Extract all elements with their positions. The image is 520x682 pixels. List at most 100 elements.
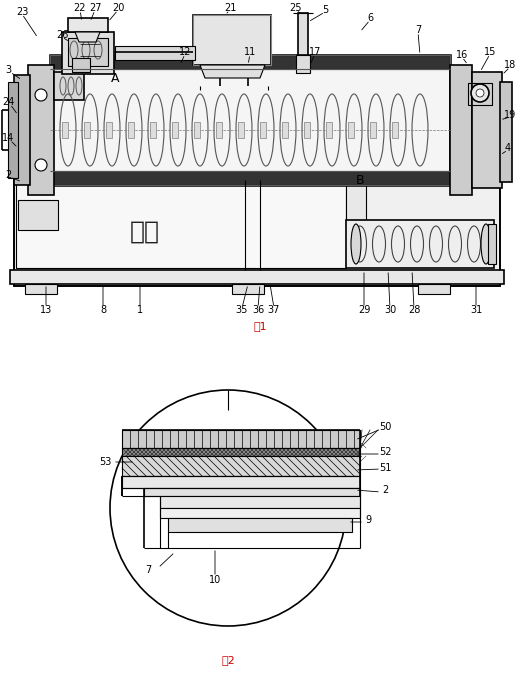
Polygon shape <box>68 18 108 32</box>
Text: 15: 15 <box>484 47 496 57</box>
Bar <box>122 476 360 488</box>
Text: 3: 3 <box>5 65 11 75</box>
Bar <box>84 122 90 138</box>
Bar <box>122 430 360 448</box>
Polygon shape <box>75 32 100 42</box>
Bar <box>488 224 496 264</box>
Text: 11: 11 <box>244 47 256 57</box>
Bar <box>193 15 271 65</box>
Bar <box>500 82 512 182</box>
Bar <box>50 55 450 69</box>
Bar <box>370 122 376 138</box>
Bar <box>14 178 500 286</box>
Bar <box>172 122 178 138</box>
Bar <box>144 488 360 496</box>
Bar <box>346 178 366 228</box>
Ellipse shape <box>481 224 491 264</box>
Text: 30: 30 <box>384 305 396 315</box>
Bar <box>216 122 222 138</box>
Text: 17: 17 <box>309 47 321 57</box>
Bar <box>468 83 492 105</box>
Text: 27: 27 <box>89 3 101 13</box>
Text: 52: 52 <box>379 447 391 457</box>
Bar <box>168 518 352 532</box>
Bar <box>28 65 54 195</box>
Bar <box>150 122 156 138</box>
Bar <box>238 122 244 138</box>
Text: 9: 9 <box>365 515 371 525</box>
Bar <box>62 32 114 74</box>
Bar <box>326 122 332 138</box>
Text: 18: 18 <box>504 60 516 70</box>
Text: 23: 23 <box>16 7 28 17</box>
Ellipse shape <box>476 89 484 97</box>
Text: 25: 25 <box>290 3 302 13</box>
Text: 图2: 图2 <box>221 655 235 665</box>
Bar <box>346 220 494 268</box>
Text: 5: 5 <box>322 5 328 15</box>
Text: 35: 35 <box>236 305 248 315</box>
Text: 14: 14 <box>2 133 14 143</box>
Ellipse shape <box>471 84 489 102</box>
Text: 53: 53 <box>99 457 111 467</box>
Ellipse shape <box>351 224 361 264</box>
Text: 7: 7 <box>415 25 421 35</box>
Bar <box>282 122 288 138</box>
Text: 2: 2 <box>5 170 11 180</box>
Text: 6: 6 <box>367 13 373 23</box>
Bar <box>50 55 450 185</box>
Bar <box>72 58 90 72</box>
Bar <box>106 122 112 138</box>
Bar <box>10 270 504 284</box>
Bar <box>418 284 450 294</box>
Text: 7: 7 <box>145 565 151 575</box>
Bar <box>50 171 450 185</box>
Bar <box>392 122 398 138</box>
Bar <box>348 122 354 138</box>
Bar <box>62 122 68 138</box>
Text: 22: 22 <box>74 3 86 13</box>
Bar <box>450 65 472 195</box>
Bar <box>50 171 450 185</box>
Bar <box>122 448 360 456</box>
Bar <box>122 456 360 476</box>
Text: 37: 37 <box>268 305 280 315</box>
Bar <box>25 284 57 294</box>
Text: 26: 26 <box>56 30 68 40</box>
Bar <box>54 72 84 100</box>
Text: 2: 2 <box>382 485 388 495</box>
Bar <box>260 122 266 138</box>
Bar <box>160 508 360 518</box>
Text: 24: 24 <box>2 97 14 107</box>
Bar <box>296 55 310 73</box>
Bar <box>472 72 502 188</box>
Text: 13: 13 <box>40 305 52 315</box>
Bar <box>304 122 310 138</box>
Bar <box>16 180 346 268</box>
Bar <box>14 75 30 185</box>
Text: 29: 29 <box>358 305 370 315</box>
Text: 19: 19 <box>504 110 516 120</box>
Ellipse shape <box>35 159 47 171</box>
Circle shape <box>110 390 346 626</box>
Text: 10: 10 <box>209 575 221 585</box>
Text: 16: 16 <box>456 50 468 60</box>
Bar <box>68 38 108 66</box>
Text: 12: 12 <box>179 47 191 57</box>
Bar <box>194 122 200 138</box>
Text: B: B <box>356 175 365 188</box>
Bar <box>128 122 134 138</box>
Text: 1: 1 <box>137 305 143 315</box>
Bar <box>232 284 264 294</box>
Bar <box>160 496 360 508</box>
Text: 4: 4 <box>505 143 511 153</box>
Text: 20: 20 <box>112 3 124 13</box>
Bar <box>50 55 450 69</box>
Bar <box>115 46 195 60</box>
Ellipse shape <box>35 89 47 101</box>
Text: 36: 36 <box>252 305 264 315</box>
Bar <box>8 82 18 178</box>
Bar <box>193 15 271 65</box>
Bar <box>14 178 500 286</box>
Bar <box>18 200 58 230</box>
